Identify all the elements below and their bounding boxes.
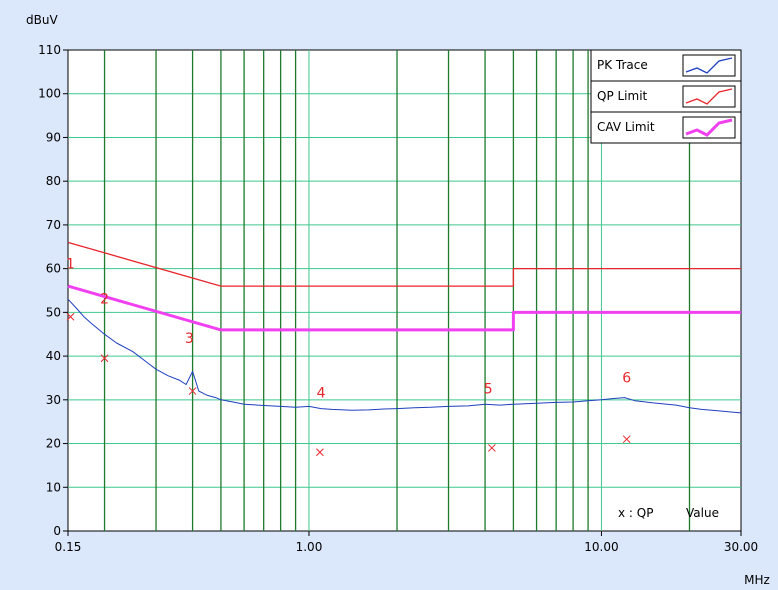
y-tick-label: 10	[46, 480, 61, 494]
legend-swatch-line	[685, 118, 733, 137]
x-axis-label: MHz	[744, 573, 770, 587]
y-tick-label: 0	[53, 524, 61, 538]
y-tick-label: 50	[46, 305, 61, 319]
qp-note-suffix: Value	[686, 506, 719, 520]
qp-cross-stroke	[188, 387, 197, 395]
legend-label: QP Limit	[597, 89, 648, 103]
x-tick-label: 0.15	[55, 540, 82, 554]
marker-label: 5	[484, 381, 493, 397]
marker-label: 4	[317, 386, 326, 402]
y-tick-label: 70	[46, 218, 61, 232]
marker-label: 3	[185, 331, 194, 347]
qp-note-prefix: x : QP	[618, 506, 653, 520]
series-line-cav-limit	[67, 284, 741, 332]
x-tick-label: 1.00	[296, 540, 323, 554]
marker-label: 1	[66, 257, 75, 273]
marker-labels: 1 2 3 4 5 6	[66, 257, 631, 402]
legend: PK Trace QP Limit CAV Limit	[590, 49, 742, 144]
marker-label: 2	[100, 292, 109, 308]
y-axis-label: dBuV	[26, 13, 58, 27]
legend-label: PK Trace	[597, 58, 648, 72]
x-axis-ticks: 0.15 1.00 10.00 30.00	[55, 531, 758, 554]
y-tick-label: 60	[46, 262, 61, 276]
y-tick-label: 40	[46, 349, 61, 363]
y-tick-label: 30	[46, 393, 61, 407]
legend-swatch-line	[685, 57, 733, 74]
qp-value-point	[100, 354, 109, 363]
grid	[68, 50, 741, 531]
y-tick-label: 110	[38, 43, 61, 57]
qp-cross-stroke	[66, 312, 75, 321]
series-line-qp-limit	[67, 241, 741, 287]
qp-cross-stroke	[100, 354, 109, 363]
qp-cross-stroke	[488, 444, 496, 452]
legend-swatch-frame	[682, 54, 736, 77]
series-lines	[67, 241, 742, 414]
y-tick-label: 20	[46, 437, 61, 451]
legend-swatch-line	[685, 88, 733, 105]
series-line-pk-trace	[67, 298, 742, 414]
legend-label: CAV Limit	[597, 120, 655, 134]
qp-cross-stroke	[622, 435, 631, 444]
marker-label: 6	[622, 370, 631, 386]
qp-value-point	[188, 387, 197, 395]
qp-value-point	[488, 444, 496, 452]
qp-cross-stroke	[316, 448, 324, 457]
qp-value-point	[622, 435, 631, 444]
y-tick-label: 80	[46, 174, 61, 188]
qp-value-point	[316, 448, 324, 457]
qp-value-points	[66, 312, 631, 457]
x-tick-label: 30.00	[724, 540, 758, 554]
qp-value-point	[66, 312, 75, 321]
x-tick-label: 10.00	[584, 540, 618, 554]
legend-swatch-frame	[682, 85, 736, 108]
y-axis-ticks: 0 10 20 30 40 50 60 70 80 90 100 110	[38, 43, 68, 538]
y-tick-label: 100	[38, 87, 61, 101]
y-tick-label: 90	[46, 130, 61, 144]
